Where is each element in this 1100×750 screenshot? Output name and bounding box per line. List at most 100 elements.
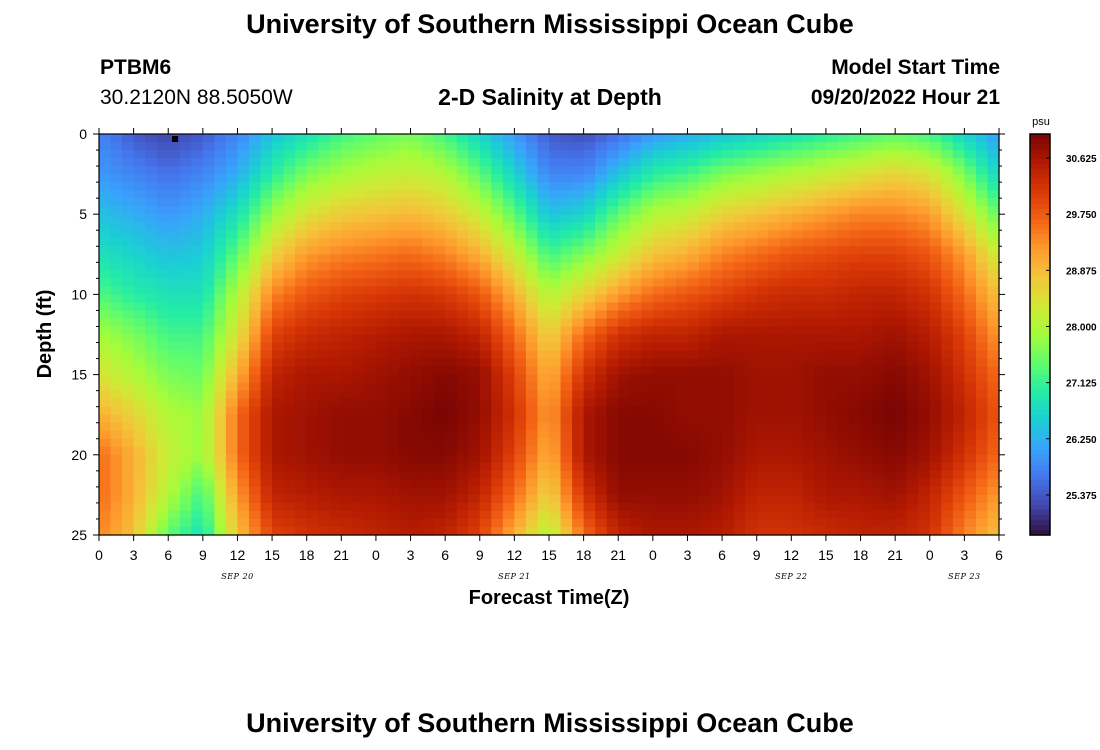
heatmap-cell <box>110 206 123 215</box>
heatmap-cell <box>629 526 642 536</box>
heatmap-cell <box>860 222 873 231</box>
heatmap-cell <box>202 342 215 352</box>
heatmap-cell <box>237 158 250 167</box>
heatmap-cell <box>525 350 539 360</box>
heatmap-cell <box>779 310 792 320</box>
heatmap-cell <box>375 262 389 271</box>
heatmap-cell <box>722 286 735 295</box>
heatmap-cell <box>364 454 377 464</box>
heatmap-cell <box>433 406 446 416</box>
heatmap-cell <box>399 254 412 263</box>
heatmap-cell <box>387 174 400 183</box>
heatmap-cell <box>572 486 585 496</box>
heatmap-cell <box>502 358 515 368</box>
heatmap-cell <box>502 254 515 263</box>
heatmap-cell <box>860 470 873 480</box>
heatmap-cell <box>641 446 654 456</box>
heatmap-cell <box>225 310 239 320</box>
heatmap-cell <box>699 358 712 368</box>
heatmap-cell <box>895 510 908 520</box>
heatmap-cell <box>572 254 585 263</box>
heatmap-cell <box>883 150 896 159</box>
heatmap-cell <box>825 406 839 416</box>
heatmap-cell <box>837 390 850 400</box>
heatmap-cell <box>802 286 815 295</box>
heatmap-cell <box>895 214 908 223</box>
heatmap-cell <box>156 438 169 448</box>
heatmap-cell <box>468 526 481 536</box>
heatmap-cell <box>779 238 792 247</box>
heatmap-cell <box>929 238 942 247</box>
heatmap-cell <box>352 166 365 175</box>
heatmap-cell <box>918 294 931 304</box>
colorbar-segment <box>1030 484 1050 491</box>
heatmap-cell <box>675 462 689 472</box>
heatmap-cell <box>341 478 354 488</box>
heatmap-cell <box>433 374 446 384</box>
heatmap-cell <box>572 310 585 320</box>
heatmap-cell <box>606 398 619 408</box>
heatmap-cell <box>399 478 412 488</box>
heatmap-cell <box>283 454 296 464</box>
heatmap-cell <box>849 174 862 183</box>
heatmap-cell <box>514 398 527 408</box>
heatmap-cell <box>179 422 192 432</box>
heatmap-cell <box>364 150 377 159</box>
heatmap-cell <box>237 526 250 536</box>
heatmap-cell <box>318 190 331 199</box>
heatmap-cell <box>975 142 989 151</box>
heatmap-cell <box>560 382 573 392</box>
heatmap-cell <box>941 230 954 239</box>
heatmap-cell <box>699 254 712 263</box>
heatmap-cell <box>145 150 158 159</box>
heatmap-cell <box>699 478 712 488</box>
heatmap-cell <box>249 286 262 295</box>
heatmap-cell <box>329 342 342 352</box>
heatmap-cell <box>975 406 989 416</box>
heatmap-cell <box>352 142 365 151</box>
heatmap-cell <box>883 286 896 295</box>
heatmap-cell <box>975 294 989 304</box>
heatmap-cell <box>975 502 989 512</box>
heatmap-cell <box>756 294 769 304</box>
heatmap-cell <box>122 478 135 488</box>
heatmap-cell <box>779 518 792 528</box>
heatmap-cell <box>433 230 446 239</box>
heatmap-cell <box>860 358 873 368</box>
heatmap-cell <box>329 214 342 223</box>
heatmap-cell <box>306 270 319 279</box>
heatmap-cell <box>329 254 342 263</box>
heatmap-cell <box>445 278 458 287</box>
heatmap-cell <box>975 382 989 392</box>
heatmap-cell <box>664 286 677 295</box>
heatmap-cell <box>860 254 873 263</box>
heatmap-cell <box>214 486 227 496</box>
heatmap-cell <box>375 526 389 536</box>
heatmap-cell <box>202 238 215 247</box>
heatmap-cell <box>860 334 873 344</box>
heatmap-cell <box>895 470 908 480</box>
heatmap-cell <box>168 446 181 456</box>
heatmap-cell <box>687 206 700 215</box>
x-tick-label: 6 <box>164 547 172 563</box>
heatmap-cell <box>595 382 608 392</box>
heatmap-cell <box>179 150 192 159</box>
heatmap-cell <box>722 294 735 304</box>
colorbar-segment <box>1030 514 1050 521</box>
heatmap-cell <box>733 390 746 400</box>
heatmap-cell <box>214 518 227 528</box>
heatmap-cell <box>422 486 435 496</box>
heatmap-cell <box>664 358 677 368</box>
heatmap-cell <box>895 374 908 384</box>
heatmap-cell <box>675 454 689 464</box>
heatmap-cell <box>664 278 677 287</box>
heatmap-cell <box>468 150 481 159</box>
heatmap-cell <box>202 526 215 536</box>
heatmap-cell <box>387 358 400 368</box>
heatmap-cell <box>918 526 931 536</box>
heatmap-cell <box>745 478 758 488</box>
heatmap-cell <box>768 302 781 312</box>
heatmap-cell <box>156 278 169 287</box>
heatmap-cell <box>318 406 331 416</box>
heatmap-cell <box>456 390 469 400</box>
